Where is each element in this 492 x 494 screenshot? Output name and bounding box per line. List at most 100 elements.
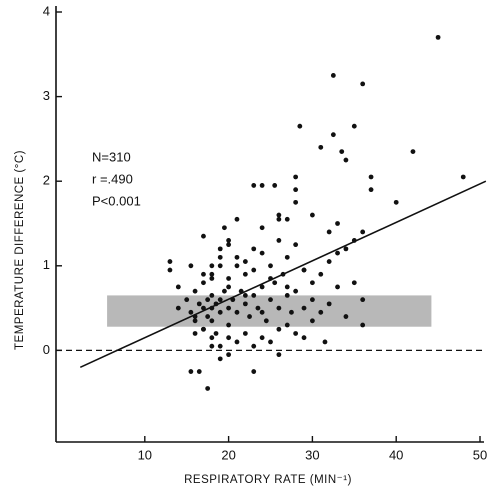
data-point xyxy=(209,293,215,298)
x-tick-label: 10 xyxy=(138,447,152,462)
data-point xyxy=(351,123,357,129)
data-point xyxy=(234,216,240,222)
data-point xyxy=(259,183,265,188)
y-tick-label: 3 xyxy=(43,88,50,103)
data-point xyxy=(310,280,315,286)
data-point xyxy=(196,369,202,374)
data-point xyxy=(251,246,257,252)
data-point xyxy=(251,293,257,298)
data-point xyxy=(284,322,290,328)
data-point xyxy=(234,309,240,315)
data-point xyxy=(251,369,257,374)
data-point xyxy=(326,229,332,235)
data-point xyxy=(272,183,278,188)
data-point xyxy=(276,216,282,222)
data-point xyxy=(318,144,324,150)
x-tick-label: 30 xyxy=(305,447,319,462)
regression-line xyxy=(79,180,487,369)
data-point xyxy=(226,335,232,341)
y-tick-label: 0 xyxy=(43,342,50,357)
data-point xyxy=(268,263,273,269)
data-point xyxy=(209,263,215,269)
data-point xyxy=(201,271,206,277)
data-point xyxy=(201,305,206,311)
data-point xyxy=(213,331,219,336)
data-point xyxy=(284,293,290,298)
data-point xyxy=(209,343,215,349)
data-point xyxy=(259,225,265,231)
data-point xyxy=(205,386,211,391)
data-point xyxy=(251,267,257,273)
data-point xyxy=(184,297,190,303)
data-point xyxy=(192,331,198,336)
data-point xyxy=(242,301,248,307)
data-point xyxy=(360,229,366,235)
data-point xyxy=(293,199,299,205)
y-tick-label: 4 xyxy=(43,3,50,18)
data-point xyxy=(460,174,466,180)
data-point xyxy=(234,254,240,260)
data-point xyxy=(360,322,366,328)
y-tick-label: 2 xyxy=(43,173,50,188)
data-point xyxy=(175,284,181,290)
data-point xyxy=(234,263,240,269)
data-point xyxy=(234,339,240,345)
data-point xyxy=(217,263,223,269)
annotation: N=310 xyxy=(92,149,131,164)
data-point xyxy=(205,314,211,319)
x-tick-label: 50 xyxy=(473,447,487,462)
data-point xyxy=(242,259,248,264)
annotation: r =.490 xyxy=(92,171,133,186)
data-point xyxy=(268,297,273,303)
data-point xyxy=(242,271,248,277)
annotation: P<0.001 xyxy=(92,193,141,208)
data-point xyxy=(192,288,198,294)
data-point xyxy=(310,212,315,218)
data-point xyxy=(175,305,181,311)
data-point xyxy=(188,263,194,269)
x-axis-label: RESPIRATORY RATE (MIN⁻¹) xyxy=(184,474,352,486)
data-point xyxy=(301,267,307,273)
data-point xyxy=(217,254,223,260)
data-point xyxy=(263,318,269,324)
data-point xyxy=(318,271,324,277)
data-point xyxy=(226,276,232,281)
data-point xyxy=(293,242,299,248)
data-point xyxy=(293,331,299,336)
data-point xyxy=(293,174,299,180)
data-point xyxy=(410,149,416,154)
data-point xyxy=(272,280,278,286)
data-point xyxy=(201,326,206,332)
y-axis-label: TEMPERATURE DIFFERENCE (°C) xyxy=(14,150,26,350)
data-point xyxy=(343,157,349,163)
x-tick-label: 40 xyxy=(389,447,403,462)
data-point xyxy=(322,339,328,345)
data-point xyxy=(226,284,232,290)
data-point xyxy=(251,343,257,349)
data-point xyxy=(360,81,366,87)
data-point xyxy=(188,369,194,374)
data-point xyxy=(310,318,315,324)
data-point xyxy=(226,242,232,248)
data-point xyxy=(247,314,252,319)
data-point xyxy=(217,356,223,362)
x-tick-label: 20 xyxy=(221,447,235,462)
data-point xyxy=(289,309,294,315)
data-point xyxy=(343,246,349,252)
data-point xyxy=(293,288,299,294)
data-point xyxy=(284,216,290,222)
data-point xyxy=(297,123,303,129)
data-point xyxy=(217,297,223,303)
data-point xyxy=(167,267,173,273)
data-point xyxy=(226,238,232,243)
data-point xyxy=(268,339,273,345)
data-point xyxy=(259,250,265,256)
data-point xyxy=(259,335,265,341)
data-point xyxy=(393,199,399,205)
data-point xyxy=(209,276,215,281)
data-point xyxy=(255,305,261,311)
data-point xyxy=(201,233,206,239)
data-point xyxy=(368,174,374,180)
data-point xyxy=(318,309,324,315)
